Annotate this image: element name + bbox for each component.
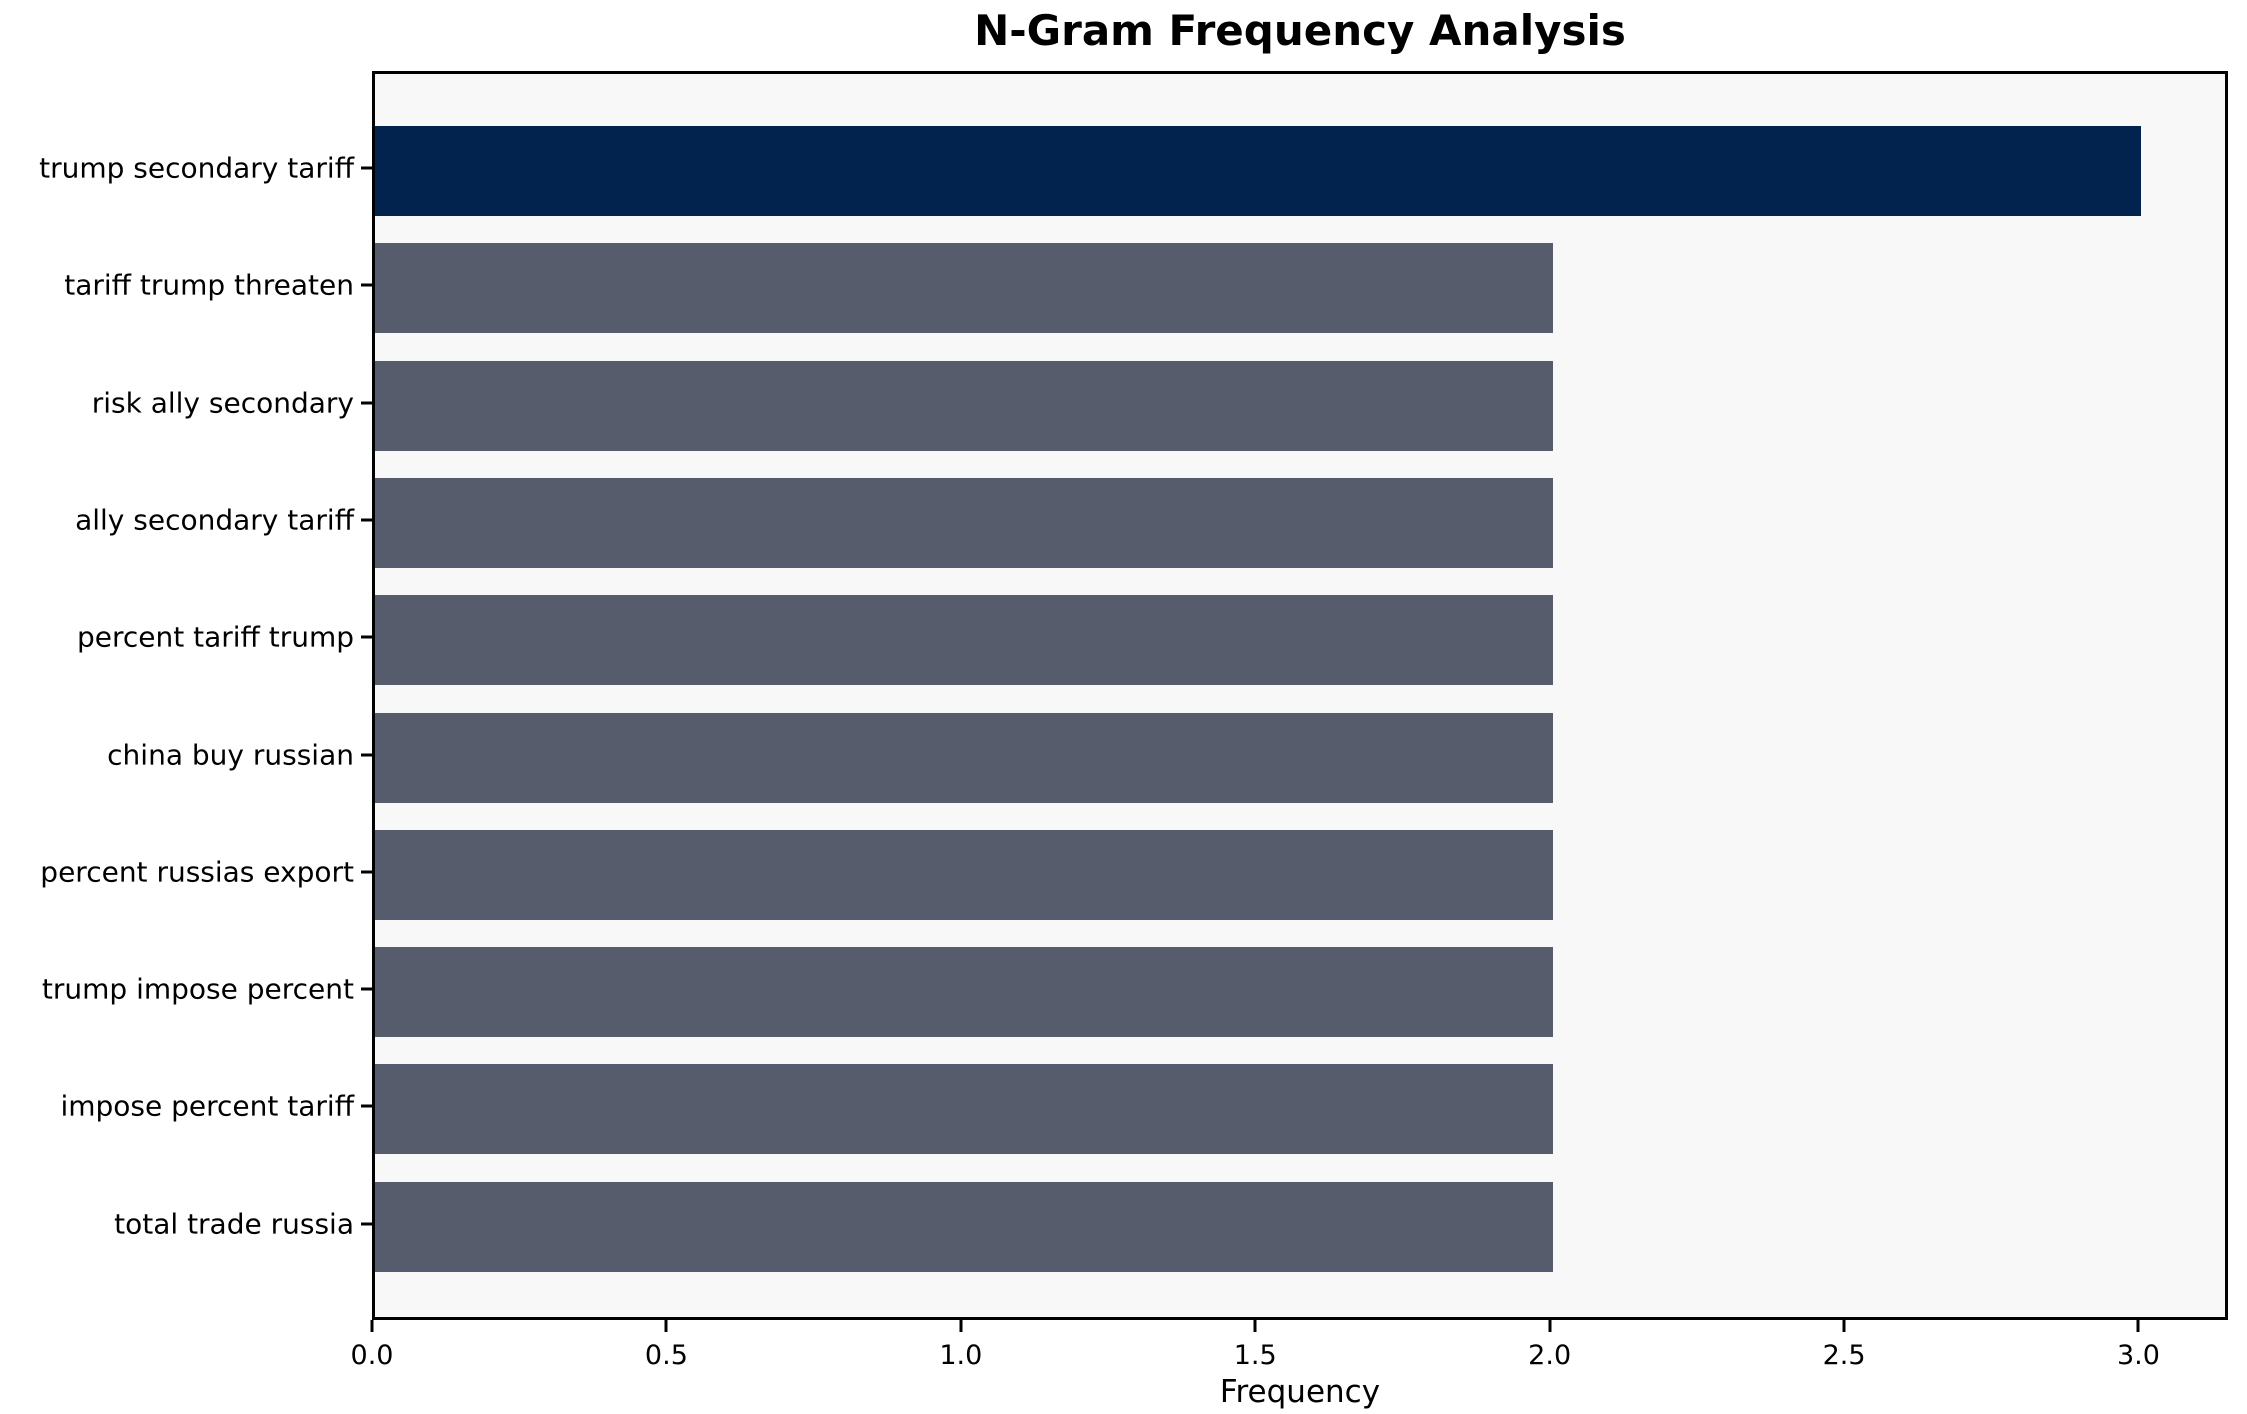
x-tick-label: 2.5 [1822,1340,1866,1371]
y-tick-label: china buy russian [107,738,354,771]
bar [375,360,1553,451]
x-tick [1253,1320,1257,1332]
y-tick-label: trump secondary tariff [39,151,354,185]
x-tick-label: 2.0 [1528,1340,1572,1371]
bar [375,1064,1553,1155]
x-tick-label: 3.0 [2117,1340,2160,1371]
y-tick [361,1104,372,1108]
x-tick [664,1320,668,1332]
bar [375,477,1553,568]
y-tick [361,635,372,639]
y-tick-label: impose percent tariff [60,1089,354,1123]
x-tick-label: 1.5 [1233,1340,1277,1371]
y-tick [361,1222,372,1226]
y-tick [361,283,372,287]
x-tick-label: 1.0 [939,1340,983,1371]
y-tick [361,870,372,874]
x-axis-label: Frequency [1219,1374,1381,1410]
y-tick [361,987,372,991]
x-tick [370,1320,374,1332]
y-tick [361,518,372,522]
y-tick-label: percent tariff trump [76,620,354,654]
bar [375,712,1553,803]
y-tick-label: tariff trump threaten [64,268,354,302]
x-tick-label: 0.5 [644,1340,688,1371]
bar [375,243,1553,334]
bar [375,126,2142,216]
y-tick-label: risk ally secondary [91,386,354,420]
x-tick [2136,1320,2140,1332]
bar [375,829,1553,920]
y-tick-label: percent russias export [40,855,354,889]
y-tick-label: ally secondary tariff [75,503,354,537]
y-tick [361,166,372,170]
bar [375,1181,1553,1272]
y-tick [361,401,372,405]
plot-area [372,71,2228,1320]
y-tick [361,753,372,756]
x-tick-label: 0.0 [350,1340,394,1371]
x-tick [959,1320,963,1332]
bar [375,595,1553,686]
bar [375,947,1553,1038]
x-tick [1842,1320,1846,1332]
y-tick-label: total trade russia [114,1207,354,1241]
x-tick [1548,1320,1552,1332]
chart-title: N-Gram Frequency Analysis [974,6,1626,55]
y-tick-label: trump impose percent [41,972,354,1006]
